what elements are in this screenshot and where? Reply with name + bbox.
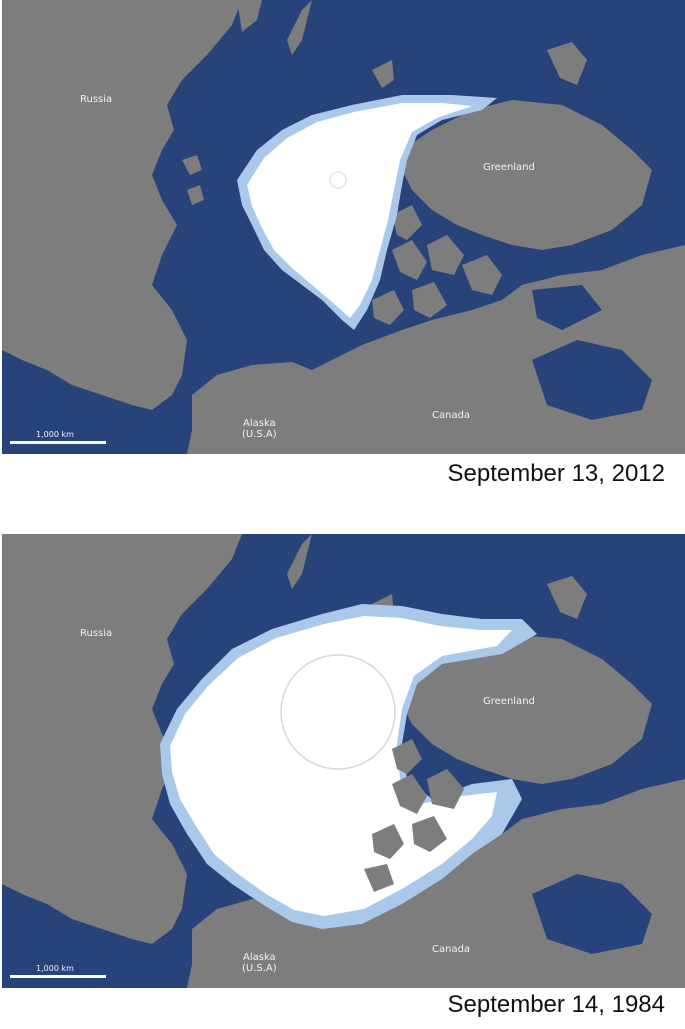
arctic-map-1984 <box>2 534 685 988</box>
siberia-peninsula <box>237 0 262 32</box>
label-alaska: Alaska (U.S.A) <box>242 952 277 974</box>
canada-island-2 <box>392 774 427 814</box>
map-panel-1984: Russia Greenland Alaska (U.S.A) Canada 1… <box>2 534 685 988</box>
greenland-landmass <box>402 100 652 250</box>
arctic-island-3 <box>547 42 587 85</box>
scale-line <box>10 975 106 978</box>
scale-line <box>10 441 106 444</box>
scale-label: 1,000 km <box>36 430 74 439</box>
label-greenland: Greenland <box>483 162 535 173</box>
label-alaska: Alaska (U.S.A) <box>242 418 277 440</box>
caption-2012: September 13, 2012 <box>447 460 666 487</box>
label-alaska-line1: Alaska <box>242 418 276 429</box>
canada-island-5 <box>372 824 404 859</box>
canada-island-6 <box>412 282 447 318</box>
greenland-landmass <box>402 634 652 784</box>
canada-island-2 <box>392 240 427 280</box>
russia-landmass <box>2 0 242 410</box>
arctic-island-1 <box>287 0 312 55</box>
label-alaska-line1: Alaska <box>242 952 276 963</box>
canada-island-3 <box>427 235 464 275</box>
caption-1984: September 14, 1984 <box>447 991 666 1018</box>
russia-island-4 <box>182 155 202 175</box>
label-alaska-line2: (U.S.A) <box>242 963 277 974</box>
canada-island-7 <box>364 864 394 892</box>
hudson-bay <box>532 340 652 420</box>
label-canada: Canada <box>432 944 471 955</box>
canada-island-3 <box>427 769 464 809</box>
map-panel-2012: Russia Greenland Alaska (U.S.A) Canada 1… <box>2 0 685 454</box>
sea-ice <box>247 103 472 318</box>
canada-island-1 <box>392 739 422 774</box>
arctic-island-3 <box>547 576 587 619</box>
russia-landmass <box>2 534 242 944</box>
label-alaska-line2: (U.S.A) <box>242 429 277 440</box>
scale-bar-2012: 1,000 km <box>10 430 106 444</box>
arctic-island-2 <box>372 60 394 88</box>
scale-bar-1984: 1,000 km <box>10 964 106 978</box>
label-russia: Russia <box>80 628 113 639</box>
canada-island-5 <box>372 290 404 325</box>
label-canada: Canada <box>432 410 471 421</box>
canada-island-1 <box>392 205 422 240</box>
label-russia: Russia <box>80 94 113 105</box>
scale-label: 1,000 km <box>36 964 74 973</box>
label-greenland: Greenland <box>483 696 535 707</box>
baffin-water <box>532 285 602 330</box>
pole-hole <box>329 171 347 189</box>
pole-hole <box>280 654 396 770</box>
hudson-bay <box>532 874 652 954</box>
alaska-landmass <box>187 896 312 988</box>
alaska-landmass <box>187 362 312 454</box>
canada-island-4 <box>462 255 502 295</box>
arctic-island-1 <box>287 534 312 589</box>
canada-island-6 <box>412 816 447 852</box>
russia-island-5 <box>187 185 204 205</box>
arctic-map-2012 <box>2 0 685 454</box>
